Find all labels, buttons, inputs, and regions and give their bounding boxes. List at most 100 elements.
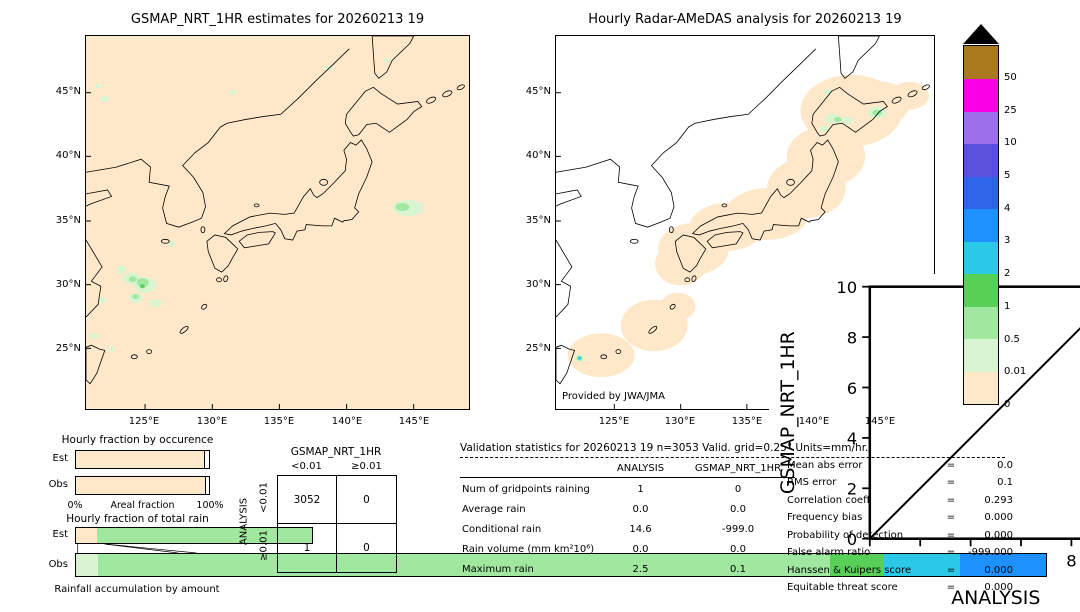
lon-tick: 130°E xyxy=(196,416,228,427)
contingency-cell: 3052 xyxy=(278,476,337,524)
colorbar-tick-label: 50 xyxy=(1004,72,1017,83)
score-label: Probability of detection xyxy=(787,530,904,541)
lon-tick: 145°E xyxy=(398,416,430,427)
stats-analysis-value: 0.0 xyxy=(632,544,649,555)
stats-gsmap-value: 0.0 xyxy=(730,504,746,515)
score-label: RMS error xyxy=(787,477,837,488)
contingency-cell: 0 xyxy=(363,542,370,554)
left-map-title: GSMAP_NRT_1HR estimates for 20260213 19 xyxy=(130,12,425,27)
colorbar-tick-label: 0.5 xyxy=(1004,334,1020,345)
score-line: Correlation coeff = 0.293 xyxy=(787,495,1013,506)
score-label: Mean abs error xyxy=(787,460,863,471)
equals-sign: = xyxy=(946,547,956,558)
occurrence-bar-obs xyxy=(75,476,210,495)
stats-title: Validation statistics for 20260213 19 n=… xyxy=(460,442,869,454)
total-rain-chart-title: Hourly fraction of total rain xyxy=(66,513,209,525)
radar-map-svg xyxy=(556,36,931,409)
equals-sign: = xyxy=(946,460,956,471)
stats-analysis-value: 1 xyxy=(637,484,644,495)
colorbar-segment xyxy=(964,111,998,144)
colorbar-tick-label: 5 xyxy=(1004,170,1011,181)
contingency-row-header: <0.01 xyxy=(258,482,270,513)
data-credit: Provided by JWA/JMA xyxy=(562,391,665,402)
colorbar-tick-label: 0.01 xyxy=(1004,366,1027,377)
lon-tick: 130°E xyxy=(664,416,696,427)
coastline-china xyxy=(86,239,103,318)
lon-tick: 145°E xyxy=(864,416,896,427)
lat-tick: 45°N xyxy=(55,86,81,97)
stats-row-label: Average rain xyxy=(462,504,526,515)
row-label-est: Est xyxy=(52,453,68,464)
inset-y-tick: 10 xyxy=(836,278,857,297)
inset-tick-marks xyxy=(862,285,1073,547)
score-line: Hanssen & Kuipers score = 0.000 xyxy=(787,565,1013,576)
inset-y-tick: 0 xyxy=(847,530,857,549)
coastline-hokkaido xyxy=(344,86,423,137)
colorbar-tick-label: 2 xyxy=(1004,268,1011,279)
contingency-row-header: ≥0.01 xyxy=(258,530,270,561)
inset-x-axis-label: ANALYSIS xyxy=(951,587,1040,609)
score-value: 0.000 xyxy=(984,512,1013,523)
stats-gsmap-value: -999.0 xyxy=(721,524,755,535)
coastline-korea-russia xyxy=(86,48,350,228)
score-value: 0.000 xyxy=(984,530,1013,541)
contingency-cell: 0 xyxy=(337,476,396,524)
colorbar-segment xyxy=(964,274,998,307)
equals-sign: = xyxy=(946,495,956,506)
lon-tick: 125°E xyxy=(598,416,630,427)
gsmap-map-svg xyxy=(86,36,469,409)
contingency-col-header: ≥0.01 xyxy=(351,461,382,472)
score-line: Probability of detection = 0.000 xyxy=(787,530,1013,541)
bar-segment xyxy=(97,528,312,543)
lat-tick: 25°N xyxy=(525,343,551,354)
stats-gsmap-value: 0.0 xyxy=(730,544,746,555)
score-label: Equitable threat score xyxy=(787,582,898,593)
colorbar-segment xyxy=(964,339,998,372)
occurrence-chart-title: Hourly fraction by occurence xyxy=(61,434,214,446)
stats-gsmap-value: 0.1 xyxy=(730,564,746,575)
lat-tick: 35°N xyxy=(525,215,551,226)
row-label-obs: Obs xyxy=(48,559,68,570)
bar-segment xyxy=(830,554,885,576)
inset-y-tick: 2 xyxy=(847,480,857,499)
score-value: 0.1 xyxy=(997,477,1013,488)
score-line: Equitable threat score = 0.000 xyxy=(787,582,1013,593)
colorbar-tick-label: 10 xyxy=(1004,137,1017,148)
bar-segment xyxy=(959,554,1046,576)
colorbar-segment xyxy=(964,241,998,274)
score-line: Mean abs error = 0.0 xyxy=(787,460,1013,471)
inset-y-tick: 6 xyxy=(847,379,857,398)
score-label: False alarm ratio xyxy=(787,547,871,558)
coastline-taiwan xyxy=(86,344,106,385)
stats-analysis-value: 0.0 xyxy=(632,504,649,515)
equals-sign: = xyxy=(946,477,956,488)
score-line: RMS error = 0.1 xyxy=(787,477,1013,488)
bar-connector-lines xyxy=(77,544,197,553)
contingency-table: 3052 0 1 0 xyxy=(277,475,397,573)
stats-col-header: ANALYSIS xyxy=(616,463,665,474)
bar-segment xyxy=(76,554,98,576)
right-map-panel: 0 2 4 6 8 10 0 2 4 6 8 10 ANALYSIS GSMAP… xyxy=(555,35,1080,612)
score-value: 0.000 xyxy=(984,582,1013,593)
coastline-shandong xyxy=(86,189,113,207)
bar-segment xyxy=(884,554,960,576)
lat-tick: 30°N xyxy=(525,279,551,290)
lon-tick: 140°E xyxy=(331,416,363,427)
colorbar-tick-label: 25 xyxy=(1004,105,1017,116)
occurrence-bar-est-fill xyxy=(76,451,205,468)
row-label-est: Est xyxy=(52,529,68,540)
lat-tick: 25°N xyxy=(55,343,81,354)
contingency-cell: 1 xyxy=(278,524,337,572)
colorbar-tick-label: 1 xyxy=(1004,301,1011,312)
stats-header-underline xyxy=(460,477,795,478)
stats-divider-dashed xyxy=(460,457,1005,458)
score-value: -999.000 xyxy=(968,547,1013,558)
occurrence-bar-est xyxy=(75,450,210,469)
total-rain-bar-est xyxy=(75,527,313,544)
lat-tick: 30°N xyxy=(55,279,81,290)
colorbar-segment xyxy=(964,176,998,209)
colorbar-over-segment xyxy=(964,46,998,79)
gsmap-rain-patches xyxy=(90,57,425,353)
lat-tick: 40°N xyxy=(55,150,81,161)
